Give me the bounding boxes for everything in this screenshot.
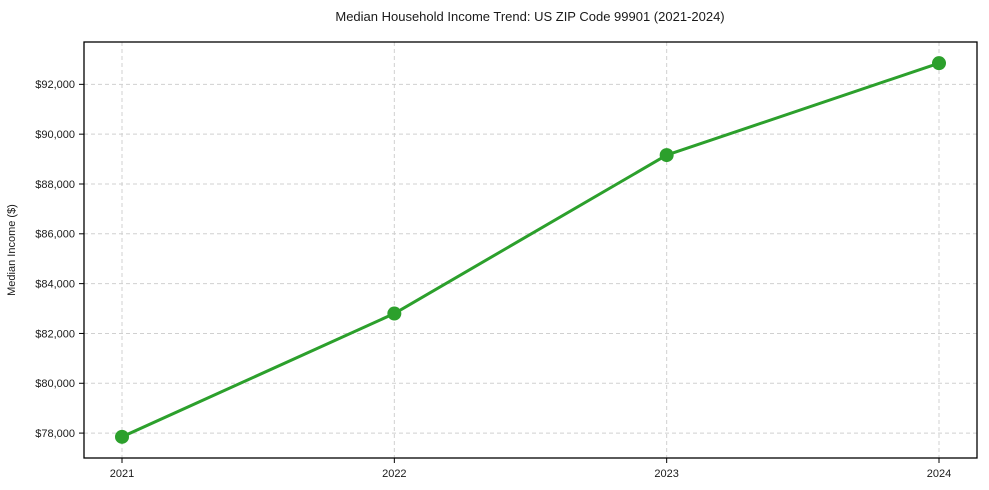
- y-tick-label: $90,000: [35, 129, 75, 141]
- y-tick-label: $78,000: [35, 428, 75, 440]
- x-tick-label: 2021: [110, 468, 134, 480]
- series-layer: [115, 56, 946, 444]
- x-tick-label: 2022: [382, 468, 406, 480]
- y-tick-label: $92,000: [35, 79, 75, 91]
- x-tick-label: 2024: [927, 468, 951, 480]
- trend-line: [120, 61, 941, 439]
- y-tick-label: $88,000: [35, 179, 75, 191]
- y-tick-label: $86,000: [35, 229, 75, 241]
- y-tick-label: $80,000: [35, 378, 75, 390]
- data-point-marker: [115, 429, 129, 444]
- y-axis-label: Median Income ($): [6, 204, 18, 296]
- chart-title: Median Household Income Trend: US ZIP Co…: [335, 9, 724, 24]
- data-point-marker: [932, 56, 946, 71]
- data-point-marker: [387, 306, 402, 321]
- x-tick-label: 2023: [654, 468, 678, 480]
- grid-layer: [84, 42, 977, 458]
- data-point-marker: [659, 148, 674, 163]
- plot-border: [83, 41, 978, 459]
- y-tick-label: $82,000: [35, 328, 75, 340]
- y-tick-label: $84,000: [35, 278, 75, 290]
- axis-layer: $78,000 $80,000 $82,000 $84,000 $86,000 $88,0…: [35, 41, 978, 480]
